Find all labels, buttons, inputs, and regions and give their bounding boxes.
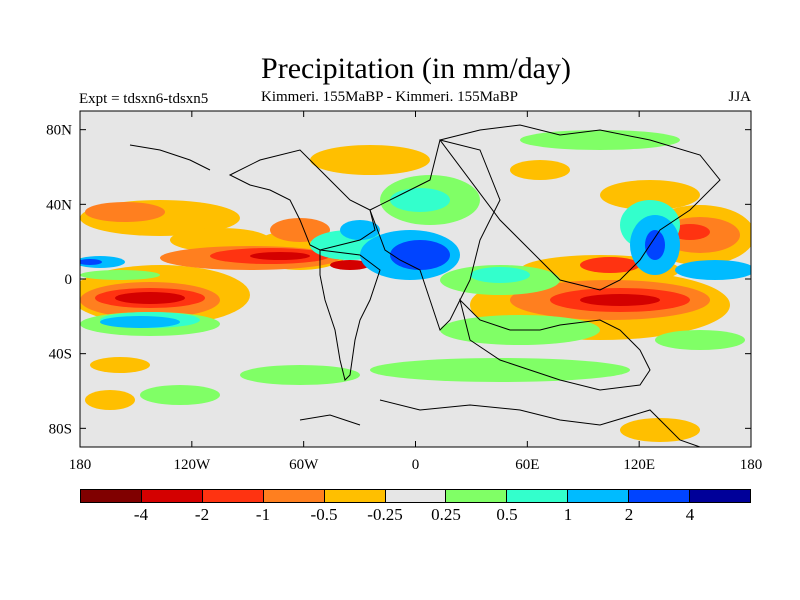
colorbar-label: 0.5 (496, 505, 518, 524)
colorbar-swatch (446, 490, 508, 502)
colorbar-label: -2 (194, 505, 210, 524)
colorbar-label: -4 (133, 505, 149, 524)
y-tick-label: 80S (49, 421, 72, 437)
colorbar-swatch (202, 490, 264, 502)
colorbar-label: -0.5 (310, 505, 338, 524)
colorbar (80, 489, 751, 503)
colorbar-label: -1 (255, 505, 271, 524)
coastlines (129, 124, 721, 447)
x-tick-label: 60W (289, 457, 319, 473)
y-tick-label: 0 (65, 272, 73, 288)
x-axis-ticks: 180 120W 60W 0 60E 120E 180 (69, 111, 763, 473)
y-tick-label: 40N (46, 197, 72, 213)
y-tick-label: 80N (46, 123, 72, 139)
x-tick-label: 180 (740, 457, 763, 473)
chart-title: Precipitation (in mm/day) (261, 52, 571, 85)
x-tick-label: 180 (69, 457, 92, 473)
colorbar-swatch (629, 490, 691, 502)
x-tick-label: 60E (515, 457, 539, 473)
y-tick-label: 40S (49, 347, 72, 363)
colorbar-swatch (141, 490, 203, 502)
colorbar-label: 2 (624, 505, 634, 524)
colorbar-swatch (385, 490, 447, 502)
colorbar-swatch (690, 490, 750, 502)
period-label: Kimmeri. 155MaBP - Kimmeri. 155MaBP (261, 89, 518, 105)
colorbar-swatch (568, 490, 630, 502)
season-label: JJA (728, 89, 751, 105)
x-tick-label: 0 (412, 457, 420, 473)
y-axis-ticks: 80N 40N 0 40S 80S (46, 123, 751, 437)
x-tick-label: 120E (623, 457, 655, 473)
x-tick-label: 120W (173, 457, 211, 473)
colorbar-swatch (507, 490, 569, 502)
colorbar-label: 4 (685, 505, 695, 524)
experiment-label: Expt = tdsxn6-tdsxn5 (79, 91, 209, 107)
colorbar-swatch (81, 490, 142, 502)
colorbar-label: 1 (563, 505, 573, 524)
drying-very-strong-patches (115, 252, 660, 306)
colorbar-label: -0.25 (367, 505, 403, 524)
colorbar-swatch (263, 490, 325, 502)
colorbar-swatch (324, 490, 386, 502)
colorbar-label: 0.25 (431, 505, 461, 524)
